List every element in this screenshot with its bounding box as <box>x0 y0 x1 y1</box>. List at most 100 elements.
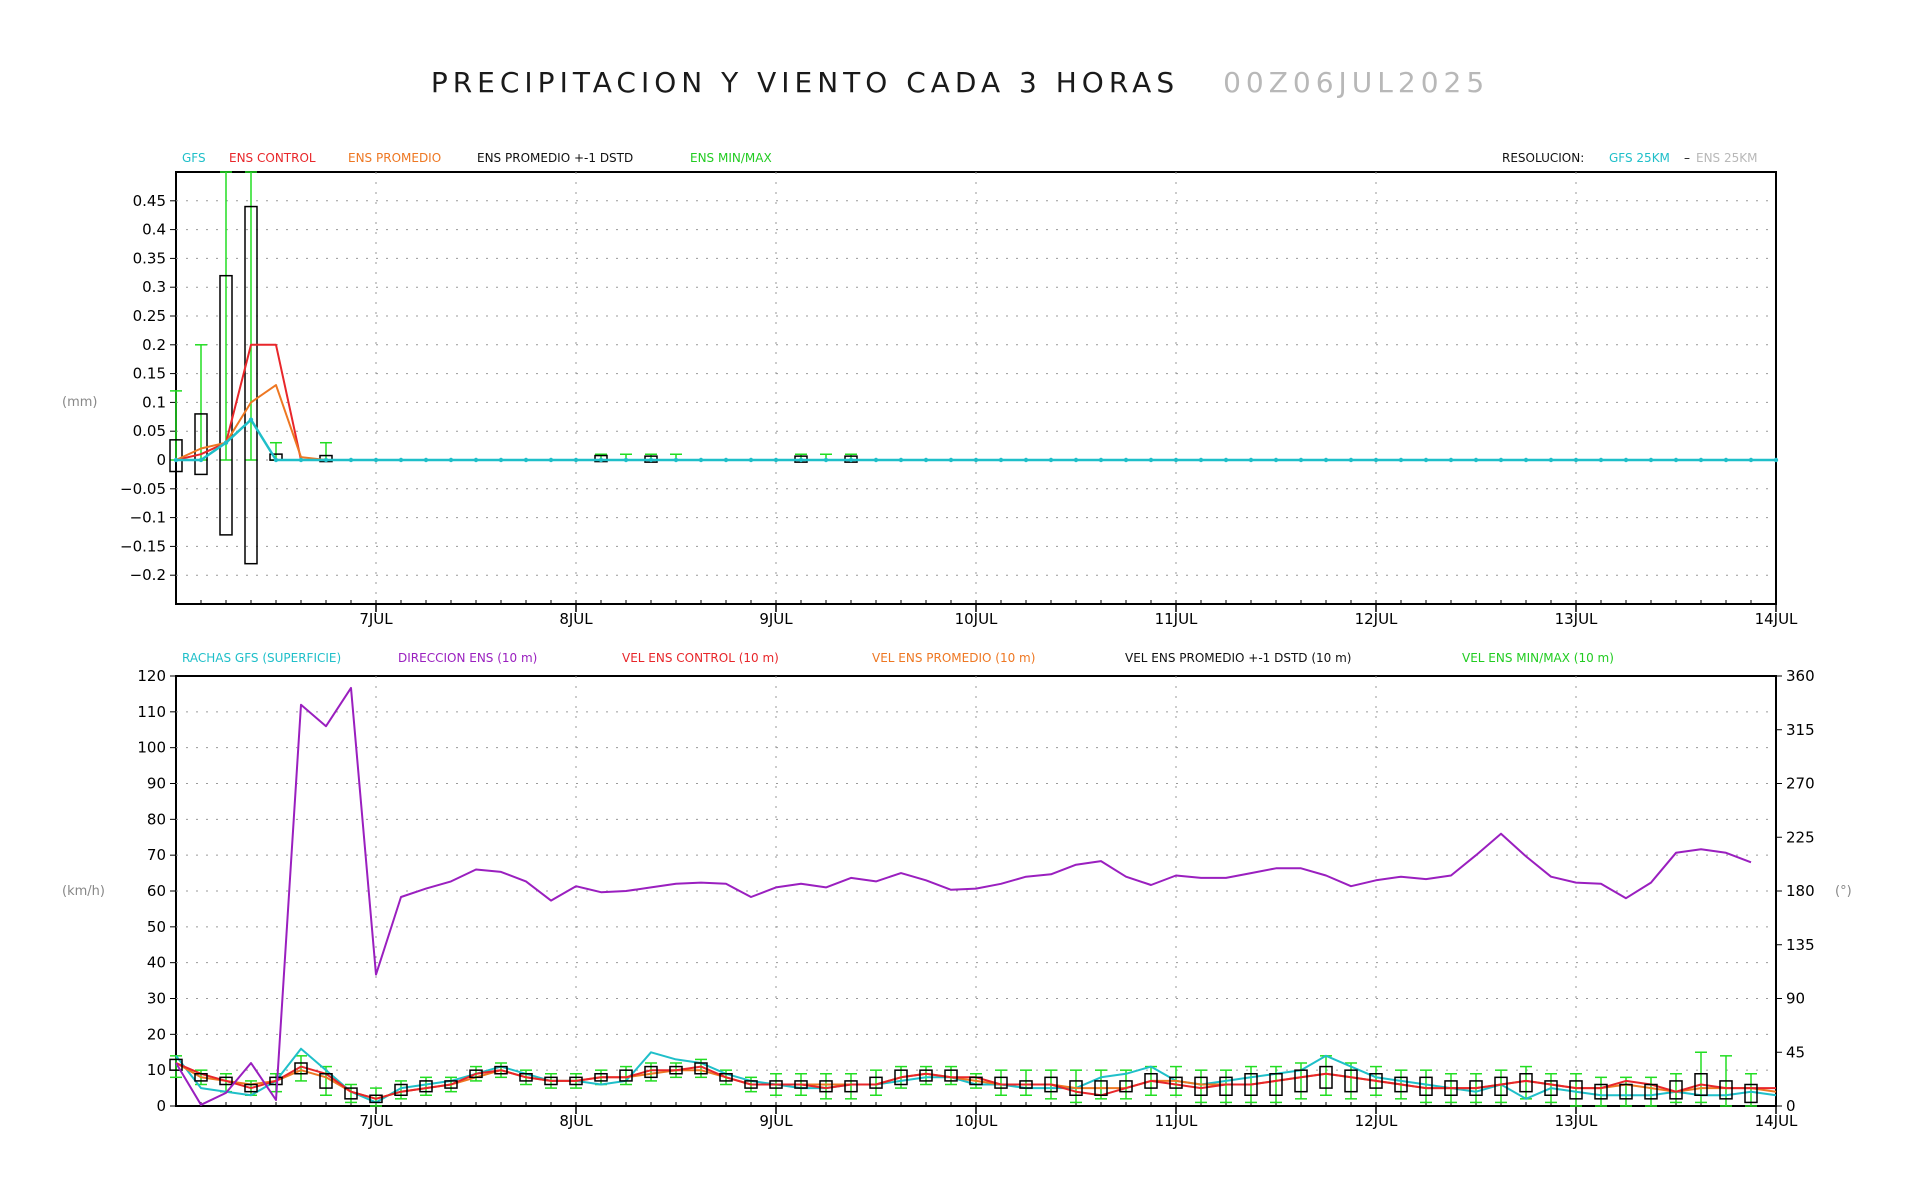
legend-ens-minmax: ENS MIN/MAX <box>690 151 772 165</box>
wind-dstd-box <box>1244 1073 1258 1096</box>
wind-dstd-box <box>1094 1080 1108 1096</box>
wind-dstd-box <box>319 1073 333 1089</box>
wind-dstd-box <box>1394 1076 1408 1093</box>
x-tick-label: 7JUL <box>359 610 393 628</box>
precip-gfs-line-point <box>1598 457 1604 463</box>
precip-gfs-line-point <box>1498 457 1504 463</box>
legend-vel-minmax: VEL ENS MIN/MAX (10 m) <box>1462 651 1614 665</box>
wind-panel: 7JUL 8JUL 9JUL 10JUL 11JUL 12JUL 13JUL 14JUL010… <box>137 667 1814 1130</box>
wind-dstd-box <box>769 1080 783 1089</box>
y-tick-label: 0.4 <box>142 221 166 239</box>
wind-dstd-box <box>794 1080 808 1089</box>
precip-gfs-line-point <box>248 417 254 422</box>
legend-resolucion: RESOLUCION: <box>1502 151 1584 165</box>
wind-dstd-box <box>169 1058 183 1071</box>
wind-dstd-box <box>719 1073 733 1082</box>
y-tick-label: 0.3 <box>142 278 166 296</box>
legend-res-sep: – <box>1684 151 1690 165</box>
wind-y-label-right: (°) <box>1835 884 1852 899</box>
precip-gfs-line-point <box>1298 457 1304 463</box>
x-tick-label: 14JUL <box>1755 610 1798 628</box>
precip-dstd-box <box>219 274 233 536</box>
wind-dstd-box <box>1344 1069 1358 1093</box>
wind-dstd-box <box>669 1065 683 1075</box>
y-tick-label-right: 225 <box>1786 828 1815 846</box>
precip-gfs-line-point <box>348 457 354 463</box>
y-tick-label: 100 <box>137 739 166 757</box>
wind-dstd-box <box>1594 1083 1608 1100</box>
precip-gfs-line-point <box>1198 457 1204 463</box>
chart-title: PRECIPITACION Y VIENTO CADA 3 HORAS 00Z06… <box>0 66 1920 99</box>
y-tick-label: −0.05 <box>120 480 166 498</box>
precip-gfs-line-point <box>948 457 954 463</box>
wind-dstd-box <box>1144 1073 1158 1089</box>
wind-dstd-box <box>469 1069 483 1079</box>
wind-dstd-box <box>844 1080 858 1093</box>
precip-gfs-line-point <box>373 457 379 463</box>
y-tick-label-right: 180 <box>1786 882 1815 900</box>
wind-dstd-box <box>244 1083 258 1093</box>
precip-gfs-line-point <box>1748 457 1754 463</box>
precip-gfs-line-point <box>1373 457 1379 463</box>
top-legend: GFS ENS CONTROL ENS PROMEDIO ENS PROMEDI… <box>182 151 1757 165</box>
title-date: 00Z06JUL2025 <box>1223 66 1490 99</box>
precip-gfs-line-point <box>1023 457 1029 463</box>
precip-gfs-line-point <box>1723 457 1729 463</box>
wind-dstd-box <box>1544 1080 1558 1096</box>
x-tick-label: 9JUL <box>759 610 793 628</box>
y-tick-label: 80 <box>147 810 166 828</box>
y-tick-label: 0.25 <box>133 307 166 325</box>
y-tick-label: 40 <box>147 954 166 972</box>
precip-gfs-line-point <box>198 457 204 463</box>
precip-gfs-line-point <box>973 457 979 463</box>
legend-ens-promedio: ENS PROMEDIO <box>348 151 441 165</box>
precip-gfs-line-point <box>1123 457 1129 463</box>
wind-dstd-box <box>1294 1069 1308 1093</box>
wind-dstd-box <box>1269 1073 1283 1096</box>
y-tick-label: −0.2 <box>130 566 166 584</box>
wind-dstd-box <box>369 1094 383 1104</box>
wind-dstd-box <box>1569 1080 1583 1100</box>
precip-gfs-line-point <box>498 457 504 463</box>
precip-gfs-line-point <box>1223 457 1229 463</box>
precip-gfs-line-point <box>823 457 829 463</box>
precip-gfs-line-point <box>323 457 329 463</box>
y-tick-label: 0.45 <box>133 192 166 210</box>
precip-gfs-line-point <box>1573 457 1579 463</box>
precip-gfs-line-point <box>1173 457 1179 463</box>
precip-gfs-line-point <box>848 457 854 463</box>
precip-panel: 7JUL 8JUL 9JUL 10JUL 11JUL 12JUL 13JUL 14JUL 0.4… <box>120 171 1798 628</box>
wind-dstd-box <box>1519 1073 1533 1093</box>
wind-dstd-box <box>1369 1073 1383 1089</box>
wind-dstd-box <box>944 1069 958 1082</box>
precip-gfs-line-point <box>873 457 879 463</box>
wind-dstd-box <box>644 1065 658 1079</box>
legend-vel-promedio: VEL ENS PROMEDIO (10 m) <box>872 651 1035 665</box>
wind-dstd-box <box>1469 1080 1483 1096</box>
y-tick-label-right: 315 <box>1786 721 1815 739</box>
precip-gfs-line-point <box>523 457 529 463</box>
x-tick-label: 7JUL <box>359 1112 393 1130</box>
wind-dstd-box <box>819 1080 833 1093</box>
y-tick-label: 0.05 <box>133 422 166 440</box>
precip-promedio-line <box>175 384 327 461</box>
precip-gfs-line-point <box>1148 457 1154 463</box>
wind-dstd-box <box>194 1073 208 1082</box>
precip-gfs-line-point <box>273 457 279 463</box>
wind-dstd-box <box>1619 1083 1633 1100</box>
x-tick-label: 11JUL <box>1155 1112 1198 1130</box>
bottom-legend: RACHAS GFS (SUPERFICIE) DIRECCION ENS (1… <box>182 651 1614 665</box>
legend-ens-control: ENS CONTROL <box>229 151 316 165</box>
wind-dstd-box <box>1444 1080 1458 1096</box>
precip-gfs-line-point <box>1673 457 1679 463</box>
wind-dstd-box <box>619 1069 633 1082</box>
precip-dstd-box <box>169 439 183 473</box>
x-tick-label: 10JUL <box>955 1112 998 1130</box>
wind-dstd-box <box>444 1080 458 1089</box>
y-tick-label: 0.15 <box>133 365 166 383</box>
wind-dstd-box <box>744 1080 758 1089</box>
precip-gfs-line-point <box>648 457 654 463</box>
precip-dstd-box <box>244 205 258 565</box>
wind-dstd-box <box>1119 1080 1133 1093</box>
wind-dstd-box <box>1194 1076 1208 1097</box>
